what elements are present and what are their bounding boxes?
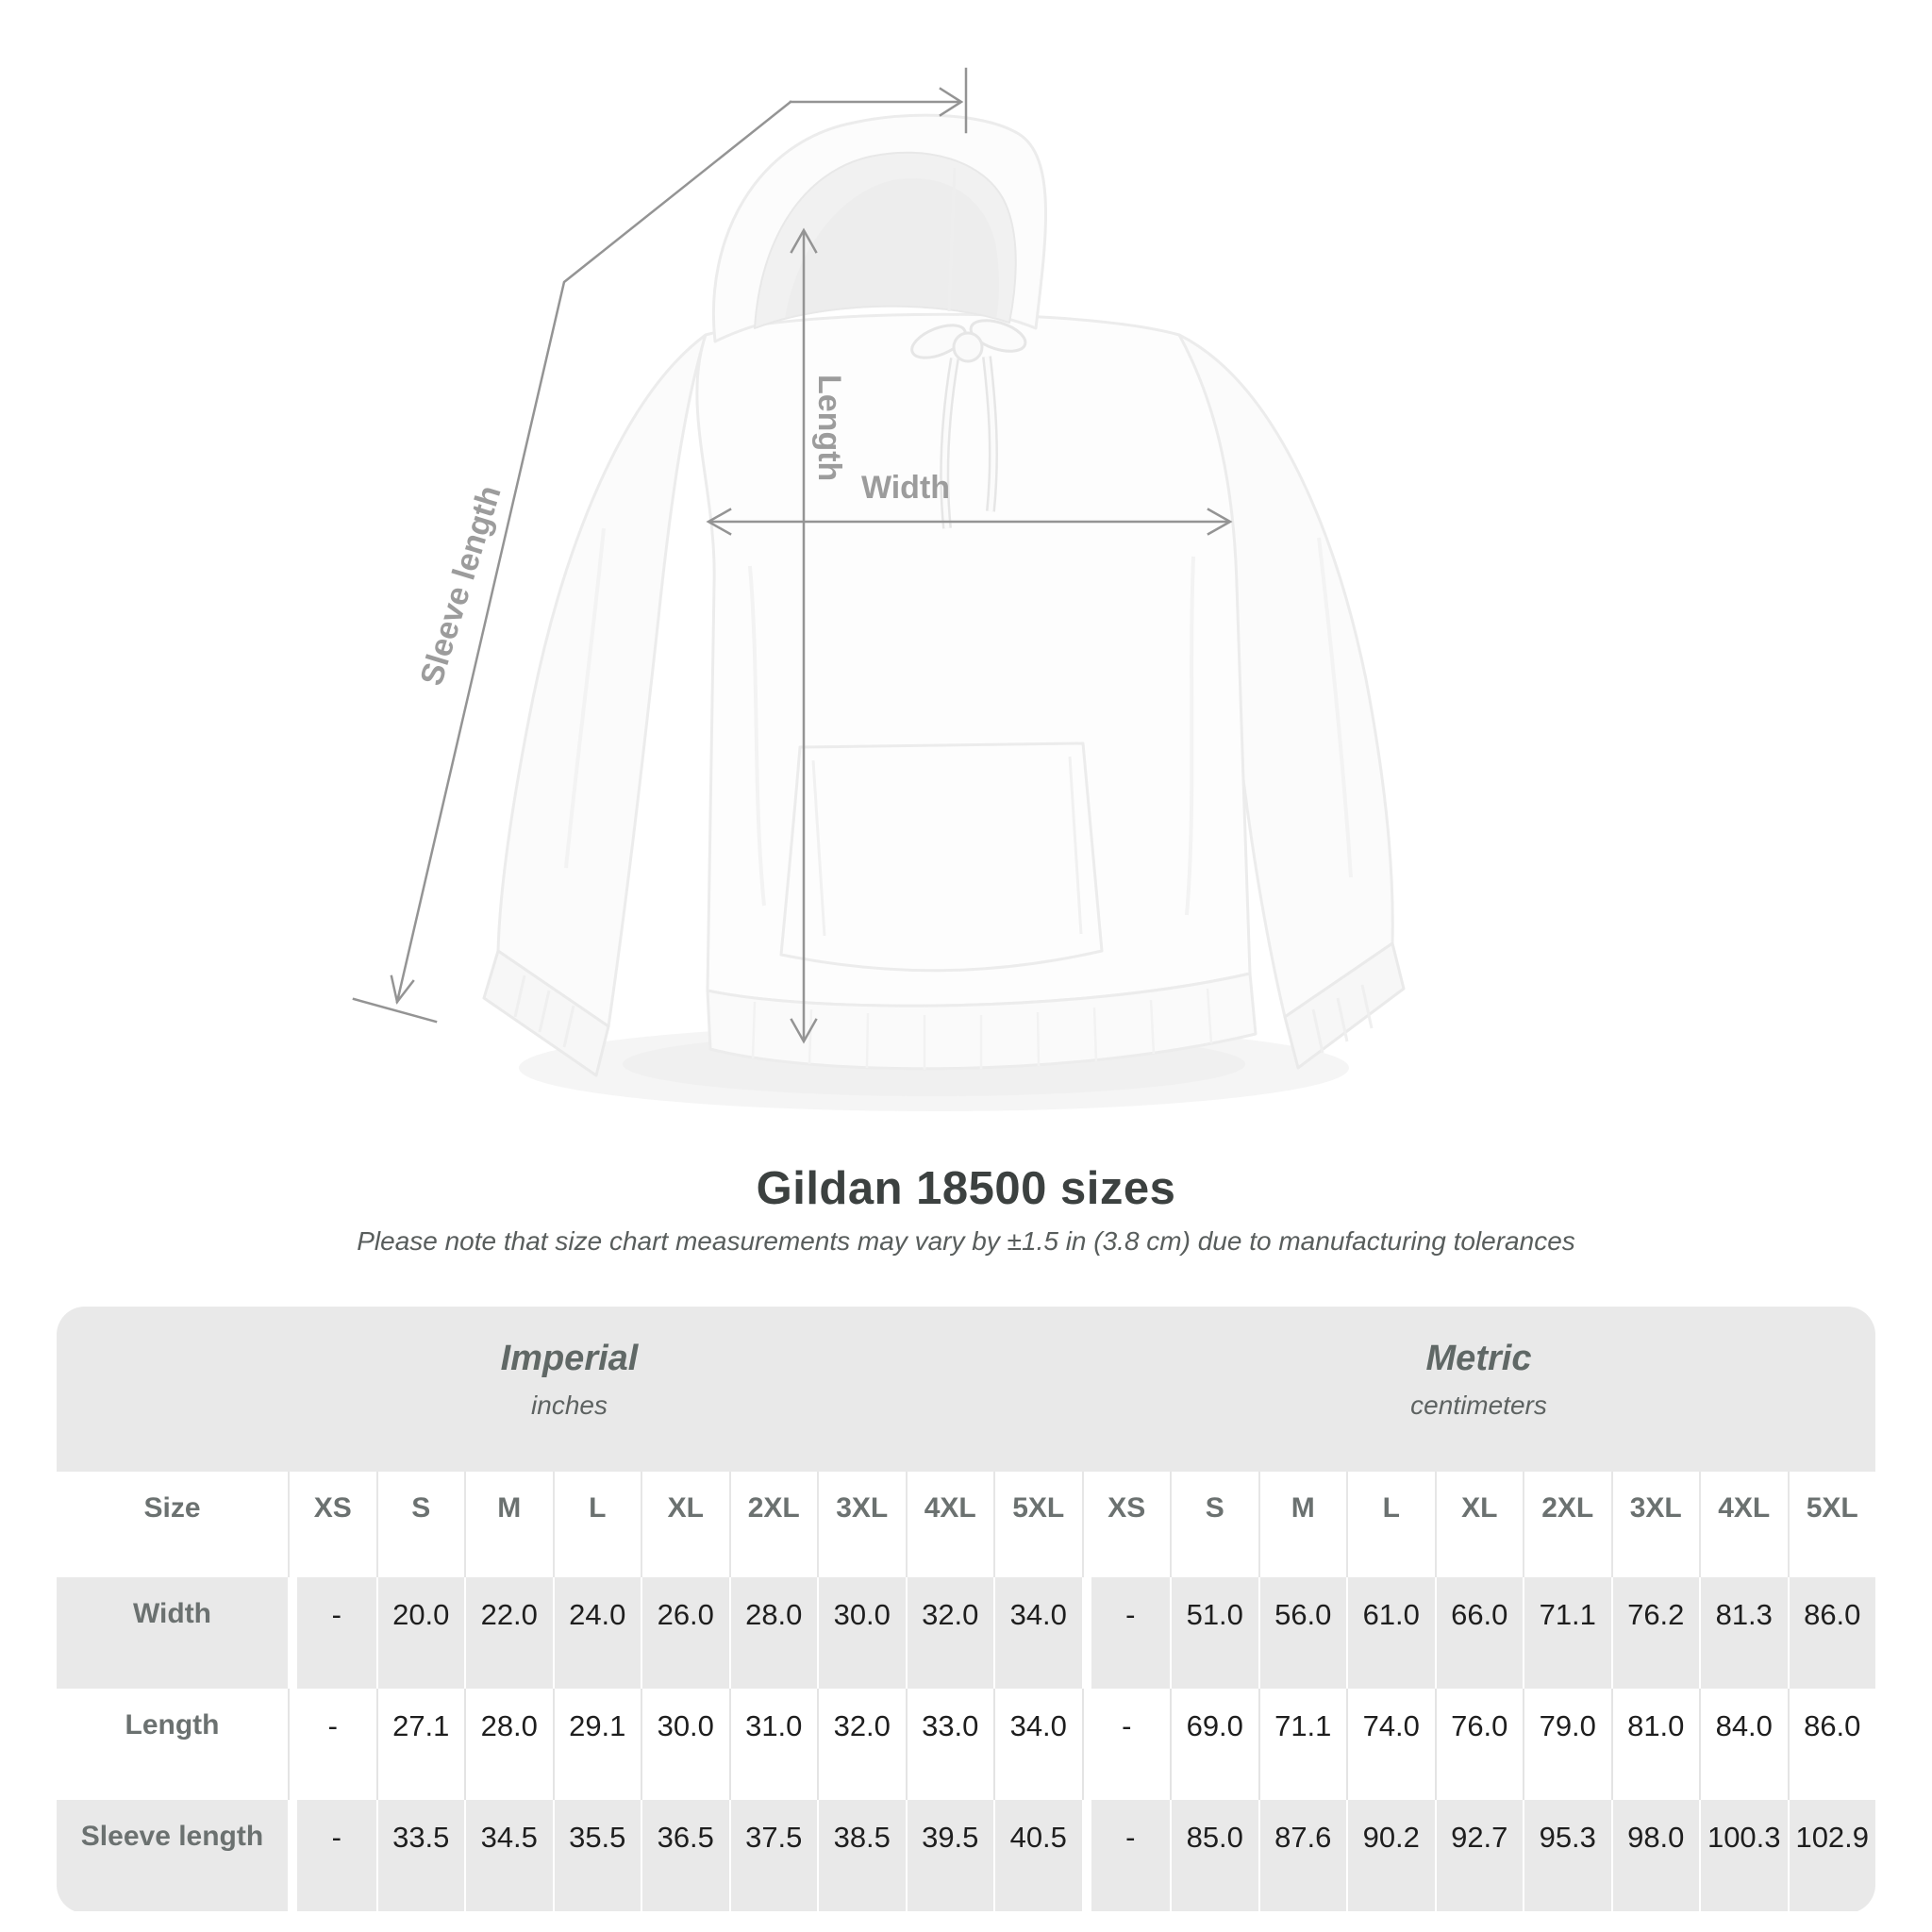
metric-unit-label: centimeters [1410,1391,1547,1420]
size-header-cell: XL [1434,1472,1524,1577]
value-cell: 66.0 [1434,1577,1524,1689]
size-header-cell: 3XL [817,1472,906,1577]
size-header-cell: L [552,1472,641,1577]
metric-group-header: Metric centimeters [1082,1307,1875,1472]
size-header-cell: S [1170,1472,1258,1577]
value-cell: 102.9 [1787,1800,1876,1911]
unit-header-row: Imperial inches Metric centimeters [57,1307,1875,1472]
value-cell: - [288,1800,376,1911]
value-cell: 29.1 [552,1689,641,1800]
size-table: Imperial inches Metric centimeters Size … [57,1307,1875,1913]
value-cell: 71.1 [1523,1577,1611,1689]
size-header-cell: M [1257,1472,1347,1577]
value-cell: 92.7 [1434,1800,1524,1911]
value-cell: 95.3 [1523,1800,1611,1911]
page-title: Gildan 18500 sizes [756,1163,1176,1214]
size-header-cell: 4XL [1699,1472,1788,1577]
value-cell: 20.0 [375,1577,465,1689]
table-row-width: Width - 20.0 22.0 24.0 26.0 28.0 30.0 32… [57,1577,1875,1689]
size-header-cell: 5XL [1787,1472,1876,1577]
size-header-cell: 2XL [728,1472,818,1577]
value-cell: 33.5 [375,1800,465,1911]
imperial-unit-label: inches [531,1391,608,1420]
metric-label: Metric [1425,1339,1532,1378]
value-cell: 28.0 [464,1689,553,1800]
value-cell: 32.0 [905,1577,994,1689]
value-cell: 81.0 [1610,1689,1700,1800]
value-cell: 100.3 [1699,1800,1788,1911]
hoodie-drawstrings [910,319,1027,529]
value-cell: 27.1 [375,1689,465,1800]
size-header-cell: XS [1081,1472,1171,1577]
hoodie-image [482,113,1406,1077]
value-cell: 74.0 [1346,1689,1435,1800]
value-cell: - [1081,1577,1171,1689]
value-cell: 84.0 [1699,1689,1788,1800]
value-cell: 34.0 [993,1689,1082,1800]
size-header-cell: 2XL [1523,1472,1611,1577]
size-header-cell: 4XL [905,1472,994,1577]
value-cell: - [1081,1689,1171,1800]
value-cell: 71.1 [1257,1689,1347,1800]
width-label: Width [861,470,950,506]
value-cell: 32.0 [817,1689,906,1800]
size-header-cell: XL [641,1472,729,1577]
value-cell: - [288,1689,376,1800]
value-cell: 28.0 [728,1577,818,1689]
value-cell: 85.0 [1170,1800,1258,1911]
size-header-cell: S [375,1472,465,1577]
value-cell: 86.0 [1787,1577,1876,1689]
size-header-cell: 5XL [993,1472,1082,1577]
value-cell: 76.0 [1434,1689,1524,1800]
value-cell: 51.0 [1170,1577,1258,1689]
value-cell: 39.5 [905,1800,994,1911]
value-cell: 79.0 [1523,1689,1611,1800]
size-header-cell: 3XL [1610,1472,1700,1577]
size-column-header: Size [143,1492,201,1524]
value-cell: 36.5 [641,1800,729,1911]
value-cell: 33.0 [905,1689,994,1800]
imperial-group-header: Imperial inches [57,1307,1082,1472]
value-cell: 38.5 [817,1800,906,1911]
size-header-cell: M [464,1472,553,1577]
value-cell: 81.3 [1699,1577,1788,1689]
value-cell: - [1081,1800,1171,1911]
value-cell: 31.0 [728,1689,818,1800]
value-cell: - [288,1577,376,1689]
tolerance-note: Please note that size chart measurements… [357,1226,1575,1256]
size-header-cell: XS [288,1472,376,1577]
table-row-length: Length - 27.1 28.0 29.1 30.0 31.0 32.0 3… [57,1689,1875,1800]
table-row-sleeve-length: Sleeve length - 33.5 34.5 35.5 36.5 37.5… [57,1800,1875,1911]
value-cell: 86.0 [1787,1689,1876,1800]
value-cell: 35.5 [552,1800,641,1911]
value-cell: 24.0 [552,1577,641,1689]
value-cell: 87.6 [1257,1800,1347,1911]
value-cell: 90.2 [1346,1800,1435,1911]
sleeve-length-arrow [352,67,968,1024]
size-header-cell: L [1346,1472,1435,1577]
value-cell: 30.0 [817,1577,906,1689]
value-cell: 34.5 [464,1800,553,1911]
row-label: Width [132,1598,212,1629]
hoodie-measurement-diagram: Sleeve length Length Width [352,67,1406,1096]
imperial-label: Imperial [500,1339,639,1378]
length-arrow [790,227,818,1044]
length-label: Length [811,375,847,481]
value-cell: 30.0 [641,1689,729,1800]
value-cell: 98.0 [1610,1800,1700,1911]
row-label: Sleeve length [80,1821,264,1852]
value-cell: 61.0 [1346,1577,1435,1689]
value-cell: 69.0 [1170,1689,1258,1800]
value-cell: 56.0 [1257,1577,1347,1689]
value-cell: 26.0 [641,1577,729,1689]
value-cell: 40.5 [993,1800,1082,1911]
width-arrow [706,508,1233,536]
value-cell: 22.0 [464,1577,553,1689]
value-cell: 76.2 [1610,1577,1700,1689]
size-header-row: Size XS S M L XL 2XL 3XL 4XL 5XL XS S M … [57,1472,1875,1577]
value-cell: 37.5 [728,1800,818,1911]
row-label: Length [125,1709,220,1740]
value-cell: 34.0 [993,1577,1082,1689]
